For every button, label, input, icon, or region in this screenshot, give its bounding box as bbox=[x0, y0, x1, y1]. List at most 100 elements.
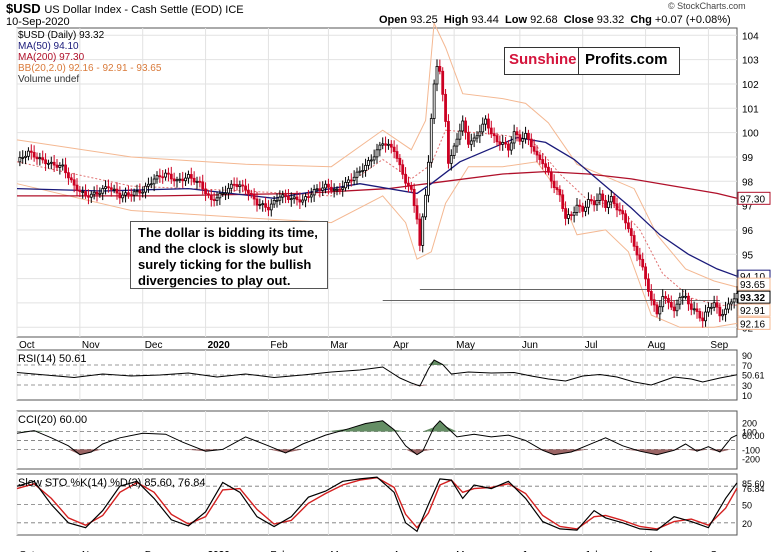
candle-body bbox=[681, 295, 685, 298]
x-tick-label: Oct bbox=[19, 340, 35, 351]
candle-body bbox=[132, 191, 136, 196]
candle-body bbox=[84, 191, 87, 197]
candle-body bbox=[269, 203, 273, 211]
candle-body bbox=[449, 155, 453, 164]
candle-body bbox=[512, 131, 516, 144]
candle-body bbox=[118, 192, 122, 199]
candle-body bbox=[107, 186, 110, 189]
candle-body bbox=[338, 188, 342, 191]
candle-body bbox=[432, 83, 436, 119]
candle-body bbox=[258, 204, 262, 206]
bb-middle-line bbox=[16, 129, 738, 306]
candle-body bbox=[667, 297, 670, 303]
candle-body bbox=[152, 178, 156, 185]
candle-body bbox=[295, 196, 299, 201]
candle-body bbox=[141, 191, 145, 194]
candle-body bbox=[69, 177, 73, 181]
candle-body bbox=[124, 192, 127, 196]
candle-body bbox=[198, 180, 202, 183]
candle-body bbox=[38, 157, 42, 160]
candle-body bbox=[467, 131, 470, 145]
y-tick-label: 101 bbox=[742, 104, 759, 115]
sunshine-profits-logo: Sunshine Profits.com bbox=[504, 47, 680, 75]
candle-body bbox=[672, 306, 676, 312]
price-label: 92.16 bbox=[740, 319, 765, 330]
stoch-k-line bbox=[16, 476, 738, 533]
candle-body bbox=[552, 180, 556, 189]
candle-body bbox=[289, 198, 293, 201]
candle-body bbox=[204, 188, 207, 195]
candle-body bbox=[244, 185, 247, 191]
candle-body bbox=[252, 193, 256, 200]
candle-body bbox=[527, 133, 530, 140]
candle-body bbox=[135, 190, 139, 193]
candle-body bbox=[635, 245, 639, 256]
legend-ma50: MA(50) 94.10 bbox=[18, 41, 79, 52]
candle-body bbox=[218, 192, 222, 199]
candle-body bbox=[581, 205, 585, 212]
price-label: 93.65 bbox=[740, 280, 765, 291]
candle-body bbox=[572, 212, 576, 216]
candle-body bbox=[464, 120, 467, 133]
candle-body bbox=[592, 200, 596, 206]
candle-body bbox=[24, 155, 27, 158]
candle-body bbox=[207, 193, 210, 196]
candle-body bbox=[44, 159, 47, 165]
candle-body bbox=[224, 192, 227, 195]
candle-body bbox=[64, 164, 67, 174]
candle-body bbox=[144, 185, 147, 193]
x-tick-label: Jun bbox=[522, 340, 538, 351]
candle-body bbox=[175, 179, 179, 182]
candle-body bbox=[612, 195, 616, 205]
candle-body bbox=[564, 208, 567, 219]
candle-body bbox=[138, 190, 142, 194]
candle-body bbox=[189, 174, 193, 179]
candle-body bbox=[655, 304, 659, 315]
candle-body bbox=[438, 66, 442, 72]
candle-body bbox=[324, 183, 327, 189]
x-tick-label: Jul bbox=[585, 550, 598, 552]
candle-body bbox=[278, 196, 282, 201]
price-label-box bbox=[737, 277, 771, 291]
x-tick-label: Jun bbox=[522, 550, 538, 552]
y-tick-label: 95 bbox=[742, 250, 754, 261]
candle-body bbox=[687, 295, 690, 305]
annotation-line: and the clock is slowly but bbox=[138, 241, 303, 256]
price-label-box bbox=[737, 303, 771, 317]
legend-volume: Volume undef bbox=[18, 74, 80, 85]
candle-body bbox=[492, 133, 496, 137]
candle-body bbox=[404, 173, 407, 184]
stoch-label: Slow STO %K(14) %D(3) 85.60, 76.84 bbox=[18, 477, 206, 489]
candle-body bbox=[478, 131, 482, 137]
stockcharts-credit: © StockCharts.com bbox=[668, 1, 746, 11]
candle-body bbox=[238, 184, 242, 188]
candle-body bbox=[484, 118, 487, 125]
rsi-label: RSI(14) 50.61 bbox=[18, 353, 87, 365]
y-tick-label: 90 bbox=[742, 351, 752, 361]
candle-body bbox=[201, 181, 205, 190]
candle-body bbox=[121, 194, 125, 199]
candle-body bbox=[72, 179, 76, 186]
candle-body bbox=[235, 184, 239, 188]
candle-body bbox=[587, 199, 590, 208]
candle-body bbox=[524, 133, 527, 140]
y-tick-label: 50 bbox=[742, 501, 752, 511]
x-tick-label: Oct bbox=[19, 550, 35, 552]
candle-body bbox=[624, 213, 627, 224]
candle-body bbox=[518, 134, 522, 142]
candle-body bbox=[372, 156, 376, 161]
x-tick-label: Apr bbox=[393, 550, 409, 552]
candle-body bbox=[209, 194, 213, 200]
candle-body bbox=[149, 183, 153, 186]
candle-body bbox=[215, 197, 219, 202]
candle-body bbox=[475, 135, 479, 139]
x-tick-label: 2020 bbox=[208, 340, 231, 351]
candle-body bbox=[395, 151, 399, 159]
candle-body bbox=[98, 192, 102, 195]
candle-body bbox=[92, 191, 96, 195]
legend-ma200: MA(200) 97.30 bbox=[18, 52, 85, 63]
candle-body bbox=[169, 173, 173, 180]
candle-body bbox=[49, 161, 53, 164]
oversold-fill bbox=[17, 449, 737, 455]
candle-body bbox=[561, 194, 565, 209]
